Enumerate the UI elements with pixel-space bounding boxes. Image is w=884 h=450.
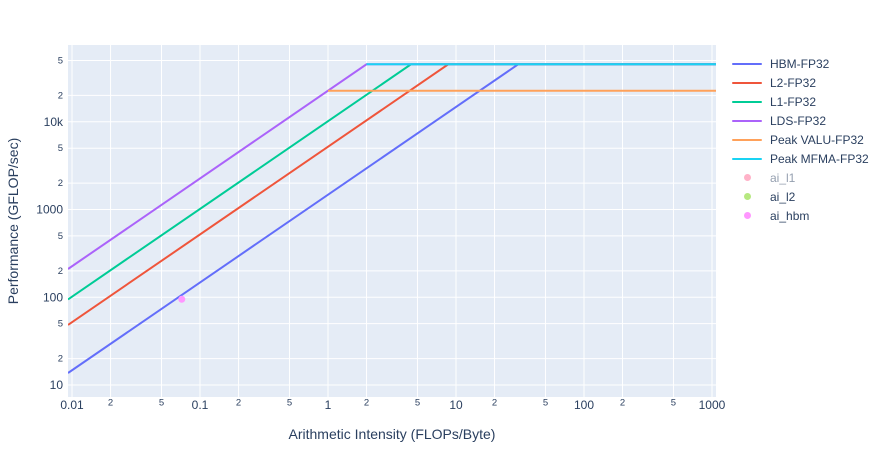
- y-tick-label: 2: [58, 178, 63, 189]
- x-tick-label: 2: [620, 398, 625, 409]
- y-tick-label: 2: [58, 354, 63, 365]
- x-tick-label: 2: [364, 398, 369, 409]
- x-tick-label: 5: [671, 398, 676, 409]
- legend-item-peak-mfma-fp32[interactable]: Peak MFMA-FP32: [732, 149, 869, 168]
- legend-label: LDS-FP32: [770, 113, 827, 128]
- legend-label: Peak VALU-FP32: [770, 132, 864, 147]
- legend-label: HBM-FP32: [770, 56, 830, 71]
- legend-label: ai_hbm: [770, 208, 810, 223]
- x-tick-label: 5: [287, 398, 292, 409]
- y-tick-label: 2: [58, 90, 63, 101]
- x-tick-label: 2: [492, 398, 497, 409]
- x-tick-label: 0.1: [192, 398, 209, 412]
- legend-item-ai-l1[interactable]: ai_l1: [732, 168, 869, 187]
- x-tick-label: 5: [159, 398, 164, 409]
- plot-area[interactable]: [68, 45, 716, 397]
- legend-item-l1-fp32[interactable]: L1-FP32: [732, 92, 869, 111]
- legend-item-hbm-fp32[interactable]: HBM-FP32: [732, 54, 869, 73]
- legend-item-ai-hbm[interactable]: ai_hbm: [732, 206, 869, 225]
- legend-line-swatch: [732, 81, 762, 84]
- x-tick-label: 10: [449, 398, 463, 412]
- x-tick-label: 0.01: [60, 398, 84, 412]
- legend-label: L2-FP32: [770, 75, 817, 90]
- legend-label: ai_l2: [770, 189, 796, 204]
- legend-line-swatch: [732, 100, 762, 103]
- x-tick-label: 100: [574, 398, 594, 412]
- legend-line-swatch: [732, 138, 762, 141]
- legend-dot-swatch: [732, 174, 762, 181]
- y-tick-label: 10: [50, 378, 64, 392]
- y-tick-label: 100: [43, 290, 63, 304]
- x-tick-label: 1: [325, 398, 332, 412]
- legend-item-lds-fp32[interactable]: LDS-FP32: [732, 111, 869, 130]
- legend-line-swatch: [732, 62, 762, 65]
- legend-dot-swatch: [732, 212, 762, 219]
- legend-label: Peak MFMA-FP32: [770, 151, 869, 166]
- x-tick-label: 2: [108, 398, 113, 409]
- legend-label: L1-FP32: [770, 94, 817, 109]
- scatter-point-ai-hbm[interactable]: [178, 295, 186, 303]
- x-tick-label: 5: [415, 398, 420, 409]
- legend-label: ai_l1: [770, 170, 796, 185]
- y-tick-label: 1000: [36, 203, 63, 217]
- legend-item-ai-l2[interactable]: ai_l2: [732, 187, 869, 206]
- legend-item-l2-fp32[interactable]: L2-FP32: [732, 73, 869, 92]
- y-tick-label: 10k: [44, 115, 64, 129]
- y-tick-label: 2: [58, 266, 63, 277]
- legend-line-swatch: [732, 157, 762, 160]
- y-tick-label: 5: [58, 143, 63, 154]
- y-tick-label: 5: [58, 319, 63, 330]
- y-tick-label: 5: [58, 55, 63, 66]
- x-tick-label: 2: [236, 398, 241, 409]
- x-tick-label: 5: [543, 398, 548, 409]
- x-tick-label: 1000: [699, 398, 726, 412]
- legend-dot-swatch: [732, 193, 762, 200]
- y-tick-label: 5: [58, 231, 63, 242]
- legend-line-swatch: [732, 119, 762, 122]
- legend-item-peak-valu-fp32[interactable]: Peak VALU-FP32: [732, 130, 869, 149]
- legend: HBM-FP32 L2-FP32 L1-FP32 LDS-FP32 Peak VALU-…: [732, 54, 869, 225]
